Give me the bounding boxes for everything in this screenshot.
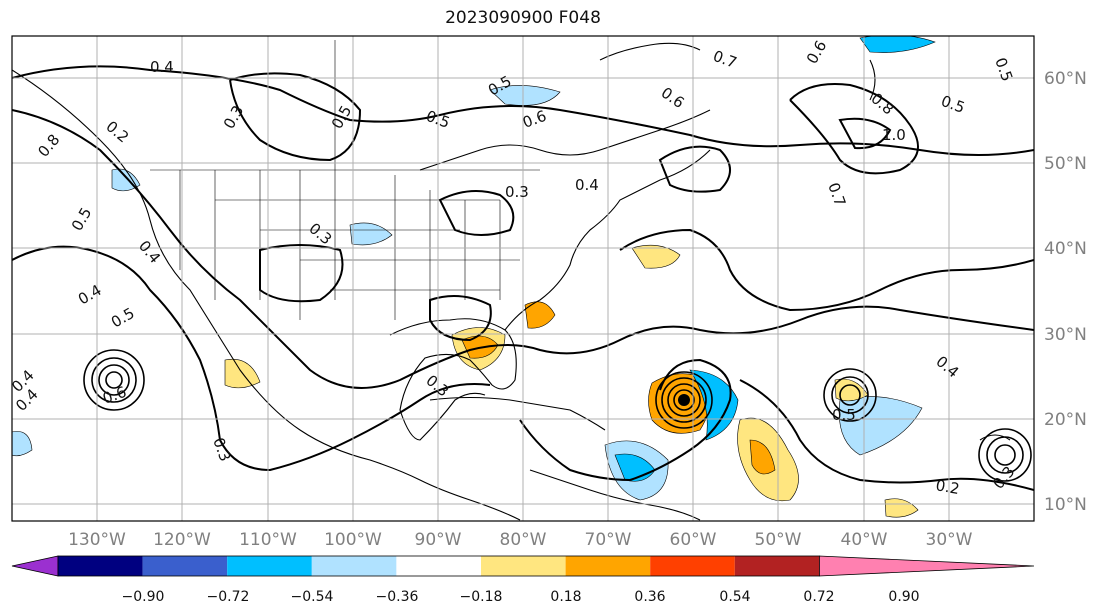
contour-label: 0.4 (575, 176, 599, 194)
shade-south-yellow (884, 498, 919, 518)
colorbar-tick-label: 0.18 (550, 589, 581, 605)
lat-label: 20°N (1044, 410, 1087, 430)
colorbar-tick-label: −0.90 (122, 589, 165, 605)
colorbar-segment (311, 556, 397, 576)
contour-label: 1.0 (882, 126, 906, 144)
lat-label: 40°N (1044, 239, 1087, 259)
lon-label: 120°W (153, 530, 211, 550)
colorbar-tick-label: 0.54 (719, 589, 750, 605)
gridlines (12, 36, 1034, 521)
colorbar-segment (734, 556, 820, 576)
latitude-labels: 60°N 50°N 40°N 30°N 20°N 10°N (1044, 69, 1087, 515)
lon-label: 130°W (68, 530, 126, 550)
colorbar (11, 555, 1035, 577)
lon-label: 80°W (500, 530, 547, 550)
lon-label: 40°W (841, 530, 888, 550)
colorbar-extend-max (819, 555, 1035, 577)
colorbar-tick-label: 0.72 (803, 589, 834, 605)
colorbar-segment (396, 556, 481, 576)
colorbar-tick-label: 0.36 (634, 589, 665, 605)
shade-plains-blue (349, 222, 393, 246)
lon-label: 60°W (670, 530, 717, 550)
longitude-labels: 130°W 120°W 110°W 100°W 90°W 80°W 70°W 6… (68, 530, 973, 550)
colorbar-tick-label: 0.90 (888, 589, 919, 605)
colorbar-extend-min (11, 555, 59, 577)
colorbar-segment (481, 556, 566, 576)
lat-label: 60°N (1044, 69, 1087, 89)
colorbar-tick-label: −0.18 (460, 589, 503, 605)
shade-nw-blue (12, 431, 33, 457)
colorbar-segment (565, 556, 651, 576)
lat-label: 10°N (1044, 495, 1087, 515)
map-title: 2023090900 F048 (445, 8, 601, 28)
cyclone-center-marker (678, 394, 690, 406)
lon-label: 110°W (239, 530, 297, 550)
contour-label: 0.3 (505, 183, 529, 201)
colorbar-ticks: −0.90 −0.72 −0.54 −0.36 −0.18 0.18 0.36 … (122, 589, 920, 605)
colorbar-segment (227, 556, 312, 576)
contour-label: 0.2 (934, 476, 961, 498)
shade-atlantic-orange (749, 439, 776, 475)
shade-greenland-blue (859, 36, 936, 53)
lon-label: 50°W (755, 530, 802, 550)
contour-lines (12, 65, 1034, 491)
shade-east-atl-blue (838, 396, 923, 456)
colorbar-segment (650, 556, 735, 576)
colorbar-tick-label: −0.36 (376, 589, 419, 605)
lat-label: 50°N (1044, 154, 1087, 174)
contour-label: 0.5 (832, 406, 856, 424)
lon-label: 70°W (585, 530, 632, 550)
colorbar-segment (142, 556, 228, 576)
map-frame (11, 35, 1035, 522)
lon-label: 100°W (324, 530, 382, 550)
shade-atlantic-north-yellow (631, 244, 681, 269)
colorbar-tick-label: −0.72 (207, 589, 250, 605)
colorbar-tick-label: −0.54 (291, 589, 334, 605)
colorbar-segment (58, 556, 143, 576)
cyclone-contours (83, 349, 1032, 482)
contour-label: 0.4 (150, 58, 174, 76)
lat-label: 30°N (1044, 325, 1087, 345)
lon-label: 30°W (926, 530, 973, 550)
lon-label: 90°W (415, 530, 462, 550)
